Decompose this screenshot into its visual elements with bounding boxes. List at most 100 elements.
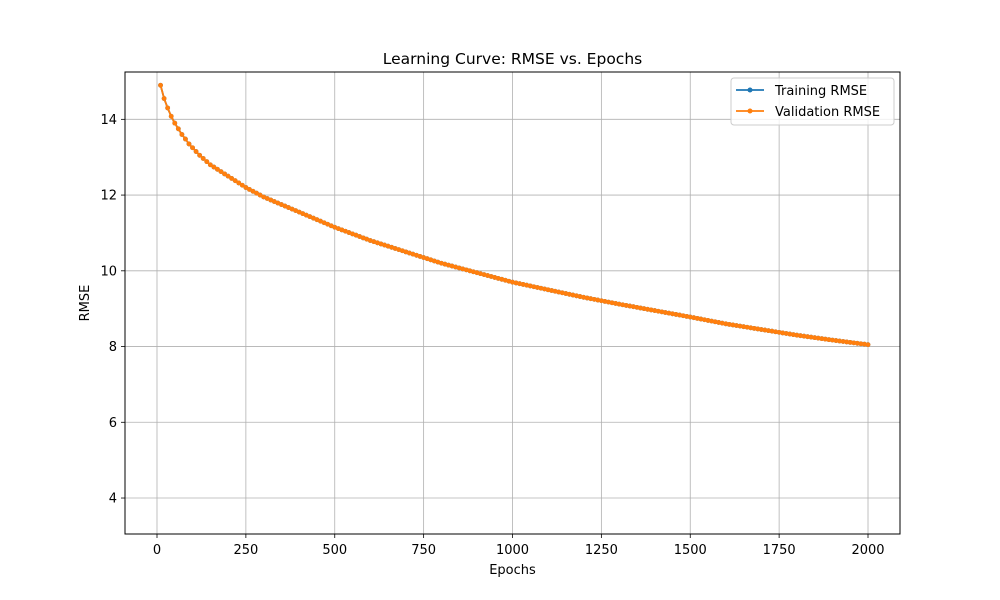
data-point xyxy=(552,288,558,294)
data-point xyxy=(236,180,242,186)
y-tick-label: 6 xyxy=(109,416,117,431)
data-point xyxy=(776,329,782,335)
chart-title: Learning Curve: RMSE vs. Epochs xyxy=(383,50,642,68)
x-tick-label: 1000 xyxy=(496,543,529,558)
data-point xyxy=(207,162,213,168)
data-point xyxy=(183,136,188,142)
data-point xyxy=(862,341,867,347)
data-point xyxy=(755,326,761,332)
data-point xyxy=(726,322,732,327)
data-point xyxy=(172,120,178,126)
data-point xyxy=(204,159,210,165)
data-point xyxy=(844,339,850,345)
data-point xyxy=(712,319,718,325)
data-point xyxy=(822,336,828,342)
data-point xyxy=(766,328,771,334)
data-point xyxy=(161,96,167,101)
data-point xyxy=(751,325,757,331)
data-point xyxy=(783,331,789,336)
data-point xyxy=(225,173,231,179)
data-point xyxy=(694,315,700,321)
data-point xyxy=(833,338,839,343)
data-point xyxy=(762,327,768,333)
data-point xyxy=(634,304,640,310)
data-point xyxy=(638,305,643,311)
data-point xyxy=(158,82,163,88)
data-point xyxy=(232,178,238,184)
data-point xyxy=(858,341,864,347)
grid xyxy=(125,72,900,534)
data-point xyxy=(613,301,618,306)
data-point xyxy=(524,282,530,288)
legend-box xyxy=(730,77,895,126)
data-point xyxy=(595,297,601,303)
data-point xyxy=(723,321,729,327)
data-point xyxy=(662,310,668,315)
data-point xyxy=(630,304,636,310)
data-point xyxy=(545,287,551,293)
data-point xyxy=(865,342,871,348)
data-point xyxy=(655,308,661,314)
data-point xyxy=(193,149,199,154)
data-point xyxy=(837,338,842,344)
data-point xyxy=(627,303,633,309)
data-point xyxy=(705,318,711,323)
data-point xyxy=(229,176,235,181)
data-point xyxy=(666,310,672,316)
legend: Training RMSE Validation RMSE xyxy=(730,77,895,126)
data-point xyxy=(179,132,185,137)
y-tick-label: 10 xyxy=(100,264,117,279)
data-point xyxy=(716,320,722,325)
data-point xyxy=(719,320,725,326)
data-point xyxy=(854,340,860,346)
data-point xyxy=(769,328,775,334)
data-point xyxy=(794,332,800,338)
data-point xyxy=(581,294,586,300)
data-point xyxy=(815,335,821,341)
data-point xyxy=(254,190,259,196)
legend-marker-training xyxy=(747,87,753,93)
data-point xyxy=(588,296,594,302)
data-point xyxy=(623,303,629,308)
data-point xyxy=(517,281,523,287)
data-point xyxy=(620,302,626,308)
data-point xyxy=(186,141,192,147)
data-point xyxy=(222,171,227,177)
data-point xyxy=(257,192,263,198)
data-point xyxy=(670,311,675,317)
data-point xyxy=(598,298,604,304)
data-point xyxy=(830,337,835,343)
data-point xyxy=(741,324,746,330)
data-point xyxy=(805,334,810,340)
data-point xyxy=(744,324,750,330)
series-validation-rmse xyxy=(158,82,871,348)
data-point xyxy=(790,332,796,338)
data-point xyxy=(566,291,572,297)
data-point xyxy=(737,323,743,329)
data-point xyxy=(677,312,682,318)
y-tick-label: 12 xyxy=(100,189,117,204)
y-axis-label: RMSE xyxy=(78,285,93,322)
data-point xyxy=(652,308,658,313)
data-point xyxy=(798,333,803,339)
data-point xyxy=(812,335,818,341)
data-point xyxy=(215,166,220,172)
data-point xyxy=(510,279,515,285)
data-point xyxy=(574,293,579,299)
x-tick-label: 1500 xyxy=(674,543,707,558)
series-layer xyxy=(158,82,871,348)
data-point xyxy=(197,152,203,158)
data-point xyxy=(239,182,245,188)
x-tick-label: 0 xyxy=(153,543,161,558)
data-point xyxy=(680,313,686,319)
data-point xyxy=(787,331,793,337)
data-point xyxy=(584,295,590,301)
data-point xyxy=(211,164,217,170)
data-point xyxy=(840,339,846,344)
data-point xyxy=(847,339,853,345)
x-tick-label: 2000 xyxy=(851,543,884,558)
legend-marker-validation xyxy=(747,108,753,114)
data-point xyxy=(748,325,754,331)
data-point xyxy=(645,306,650,312)
data-point xyxy=(819,336,825,342)
